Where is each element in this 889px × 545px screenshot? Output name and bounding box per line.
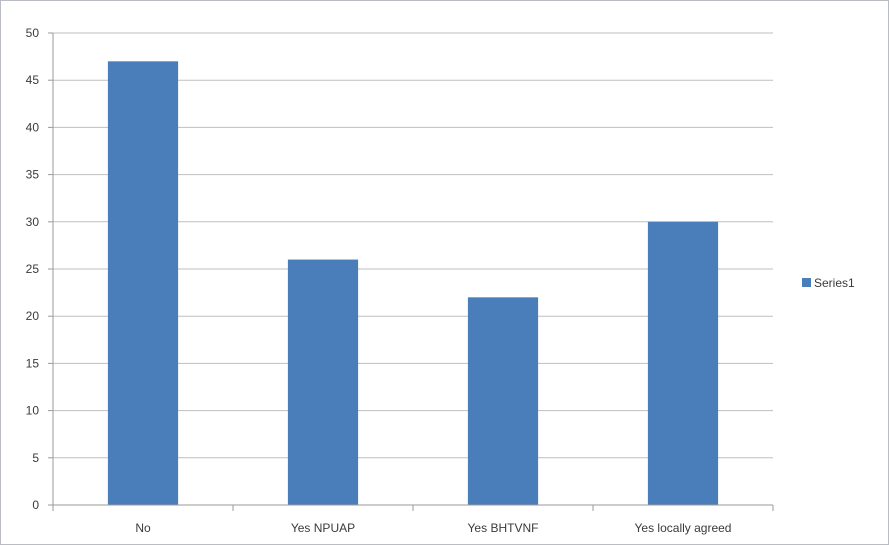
y-tick-label: 40 [26, 120, 40, 134]
bar [647, 221, 719, 506]
bar [467, 297, 539, 505]
y-tick-label: 45 [26, 73, 40, 87]
y-tick-label: 30 [26, 215, 40, 229]
y-tick-label: 5 [32, 451, 39, 465]
legend-label: Series1 [814, 276, 855, 290]
x-tick-label: Yes BHTVNF [468, 521, 539, 535]
y-tick-label: 20 [26, 309, 40, 323]
bar [107, 61, 179, 505]
x-tick-label: Yes locally agreed [635, 521, 732, 535]
legend-swatch [802, 278, 811, 287]
x-axis: No Yes NPUAP Yes BHTVNF Yes locally agreed [52, 504, 774, 535]
y-tick-label: 25 [26, 262, 40, 276]
legend: Series1 [802, 276, 855, 290]
y-tick-label: 15 [26, 356, 40, 370]
x-tick-label: No [135, 521, 151, 535]
y-tick-label: 50 [26, 26, 40, 40]
y-tick-label: 0 [32, 498, 39, 512]
y-tick-label: 35 [26, 168, 40, 182]
y-axis-ticks: 0 5 10 15 20 25 30 35 40 45 50 [26, 26, 40, 512]
y-tick-label: 10 [26, 404, 40, 418]
x-tick-label: Yes NPUAP [291, 521, 355, 535]
bar [287, 259, 359, 505]
bars [107, 61, 719, 506]
